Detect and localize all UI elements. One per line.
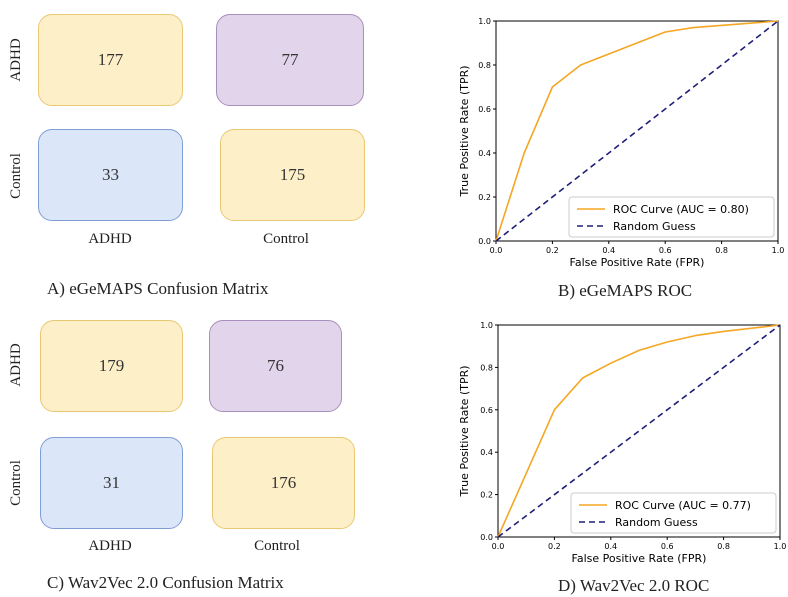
panel-caption: D) Wav2Vec 2.0 ROC: [558, 576, 710, 595]
cell-true-positive: 179: [40, 320, 183, 412]
x-tick-label: 0.0: [490, 246, 503, 255]
legend-box: [570, 492, 777, 534]
y-axis-label: True Positive Rate (TPR): [458, 65, 471, 197]
roc-curve-line: [495, 20, 779, 242]
row-label-adhd: ADHD: [8, 343, 24, 387]
plot-frame: [497, 324, 781, 538]
cell-false-negative: 76: [209, 320, 342, 412]
row-label-adhd: ADHD: [8, 38, 24, 82]
col-label-adhd: ADHD: [88, 538, 132, 554]
y-tick-label: 0.0: [480, 533, 493, 542]
x-tick-label: 0.8: [717, 542, 730, 551]
cell-false-positive: 33: [38, 129, 183, 221]
panel-caption: A) eGeMAPS Confusion Matrix: [47, 279, 269, 298]
y-tick-label: 0.6: [480, 406, 493, 415]
cell-false-negative: 77: [216, 14, 364, 106]
cell-true-negative: 176: [212, 437, 355, 529]
x-tick-label: 0.0: [492, 542, 505, 551]
legend-label: Random Guess: [615, 516, 698, 529]
y-tick-label: 0.8: [480, 363, 493, 372]
col-label-control: Control: [263, 231, 309, 247]
roc-curve-line: [497, 324, 781, 538]
plot-frame: [495, 20, 779, 242]
x-tick-label: 1.0: [772, 246, 785, 255]
y-tick-label: 0.4: [478, 149, 491, 158]
y-axis-label: True Positive Rate (TPR): [458, 365, 471, 497]
x-tick-label: 0.6: [659, 246, 672, 255]
y-tick-label: 1.0: [478, 17, 491, 26]
col-label-adhd: ADHD: [88, 231, 132, 247]
panel-caption: C) Wav2Vec 2.0 Confusion Matrix: [47, 573, 284, 592]
x-tick-label: 0.8: [715, 246, 728, 255]
y-tick-label: 0.8: [478, 61, 491, 70]
legend-box: [568, 196, 775, 238]
x-tick-label: 0.4: [602, 246, 615, 255]
y-tick-label: 0.6: [478, 105, 491, 114]
x-tick-label: 1.0: [774, 542, 787, 551]
roc-chart-wav2vec: 0.0 0.2 0.4 0.6 0.8 1.0 0.0 0.2 0.4 0.6 0.8 1.0 Fals…: [458, 321, 787, 565]
col-label-control: Control: [254, 538, 300, 554]
panel-caption: B) eGeMAPS ROC: [558, 281, 693, 300]
x-tick-label: 0.2: [548, 542, 561, 551]
y-tick-label: 0.2: [480, 491, 493, 500]
y-tick-label: 1.0: [480, 321, 493, 330]
row-label-control: Control: [8, 460, 24, 506]
legend-label: ROC Curve (AUC = 0.80): [613, 203, 749, 216]
x-axis-label: False Positive Rate (FPR): [572, 552, 707, 565]
legend-label: ROC Curve (AUC = 0.77): [615, 499, 751, 512]
x-tick-label: 0.6: [661, 542, 674, 551]
x-tick-label: 0.4: [604, 542, 617, 551]
cell-true-positive: 177: [38, 14, 183, 106]
roc-chart-egemaps: 0.0 0.2 0.4 0.6 0.8 1.0 0.0 0.2 0.4 0.6 0.8 1.0 Fals…: [458, 17, 785, 269]
cell-false-positive: 31: [40, 437, 183, 529]
legend-label: Random Guess: [613, 220, 696, 233]
x-tick-label: 0.2: [546, 246, 559, 255]
random-guess-line: [497, 324, 781, 538]
y-tick-label: 0.2: [478, 193, 491, 202]
row-label-control: Control: [8, 153, 24, 199]
y-tick-label: 0.0: [478, 237, 491, 246]
y-tick-label: 0.4: [480, 448, 493, 457]
x-axis-label: False Positive Rate (FPR): [570, 256, 705, 269]
cell-true-negative: 175: [220, 129, 365, 221]
